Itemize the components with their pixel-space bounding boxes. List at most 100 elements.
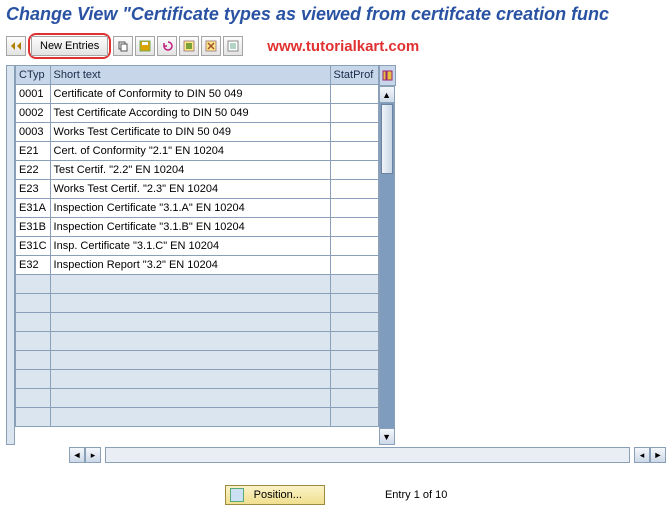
table-row-empty[interactable] (16, 294, 379, 313)
cell-stat[interactable] (330, 275, 378, 294)
cell-short[interactable]: Certificate of Conformity to DIN 50 049 (50, 85, 330, 104)
cell-ctyp[interactable]: E31B (16, 218, 51, 237)
cell-stat[interactable] (330, 85, 378, 104)
cell-ctyp[interactable]: E23 (16, 180, 51, 199)
vertical-scrollbar[interactable]: ▲ ▼ (379, 86, 395, 445)
hscroll-first-icon[interactable]: ◄ (69, 447, 85, 463)
toolbar: New Entries www.tutorialkart.com (0, 31, 672, 65)
cell-short[interactable]: Cert. of Conformity "2.1" EN 10204 (50, 142, 330, 161)
col-header-stat[interactable]: StatProf (330, 66, 378, 85)
cell-stat[interactable] (330, 104, 378, 123)
save-icon[interactable] (135, 36, 155, 56)
cell-stat[interactable] (330, 351, 378, 370)
cell-ctyp[interactable] (16, 332, 51, 351)
table-row-empty[interactable] (16, 408, 379, 427)
cell-ctyp[interactable]: E22 (16, 161, 51, 180)
cell-stat[interactable] (330, 199, 378, 218)
cell-stat[interactable] (330, 332, 378, 351)
cell-stat[interactable] (330, 123, 378, 142)
cell-short[interactable]: Test Certif. "2.2" EN 10204 (50, 161, 330, 180)
cell-ctyp[interactable]: E21 (16, 142, 51, 161)
cell-stat[interactable] (330, 294, 378, 313)
cell-short[interactable]: Test Certificate According to DIN 50 049 (50, 104, 330, 123)
watermark-text: www.tutorialkart.com (267, 38, 419, 55)
table-row[interactable]: E32Inspection Report "3.2" EN 10204 (16, 256, 379, 275)
scroll-down-icon[interactable]: ▼ (380, 428, 394, 444)
cell-short[interactable] (50, 370, 330, 389)
table-row-empty[interactable] (16, 351, 379, 370)
cell-ctyp[interactable] (16, 351, 51, 370)
table-row[interactable]: E21Cert. of Conformity "2.1" EN 10204 (16, 142, 379, 161)
hscroll-last-icon[interactable]: ► (650, 447, 666, 463)
table-row-empty[interactable] (16, 370, 379, 389)
cell-short[interactable]: Inspection Certificate "3.1.B" EN 10204 (50, 218, 330, 237)
cell-stat[interactable] (330, 370, 378, 389)
cell-ctyp[interactable]: 0002 (16, 104, 51, 123)
cell-short[interactable] (50, 389, 330, 408)
cell-ctyp[interactable]: 0003 (16, 123, 51, 142)
cell-short[interactable] (50, 275, 330, 294)
cell-short[interactable] (50, 351, 330, 370)
cell-stat[interactable] (330, 389, 378, 408)
table-row[interactable]: E22Test Certif. "2.2" EN 10204 (16, 161, 379, 180)
col-header-short[interactable]: Short text (50, 66, 330, 85)
new-entries-button[interactable]: New Entries (31, 36, 108, 56)
table-row-empty[interactable] (16, 332, 379, 351)
select-all-icon[interactable] (179, 36, 199, 56)
undo-icon[interactable] (157, 36, 177, 56)
table-row[interactable]: E23Works Test Certif. "2.3" EN 10204 (16, 180, 379, 199)
table-row-empty[interactable] (16, 275, 379, 294)
cell-stat[interactable] (330, 313, 378, 332)
cell-ctyp[interactable] (16, 408, 51, 427)
col-header-ctyp[interactable]: CTyp (16, 66, 51, 85)
cell-stat[interactable] (330, 408, 378, 427)
cell-ctyp[interactable]: E32 (16, 256, 51, 275)
cell-short[interactable] (50, 294, 330, 313)
new-entries-highlight: New Entries (28, 33, 111, 59)
cell-short[interactable]: Inspection Report "3.2" EN 10204 (50, 256, 330, 275)
table-row[interactable]: 0002Test Certificate According to DIN 50… (16, 104, 379, 123)
hscroll-left-icon[interactable]: ▸ (85, 447, 101, 463)
hscroll-right-icon[interactable]: ◂ (634, 447, 650, 463)
table-row[interactable]: 0001Certificate of Conformity to DIN 50 … (16, 85, 379, 104)
scroll-up-icon[interactable]: ▲ (380, 87, 394, 103)
cell-stat[interactable] (330, 161, 378, 180)
cell-short[interactable]: Works Test Certif. "2.3" EN 10204 (50, 180, 330, 199)
cell-ctyp[interactable]: E31C (16, 237, 51, 256)
list-icon[interactable] (223, 36, 243, 56)
position-button[interactable]: Position... (225, 485, 325, 505)
cell-stat[interactable] (330, 256, 378, 275)
cell-ctyp[interactable] (16, 370, 51, 389)
cell-ctyp[interactable]: 0001 (16, 85, 51, 104)
cell-stat[interactable] (330, 218, 378, 237)
cell-ctyp[interactable]: E31A (16, 199, 51, 218)
table-row[interactable]: 0003Works Test Certificate to DIN 50 049 (16, 123, 379, 142)
cell-short[interactable]: Insp. Certificate "3.1.C" EN 10204 (50, 237, 330, 256)
cell-short[interactable] (50, 313, 330, 332)
position-label: Position... (254, 489, 302, 501)
cell-stat[interactable] (330, 180, 378, 199)
table-row[interactable]: E31CInsp. Certificate "3.1.C" EN 10204 (16, 237, 379, 256)
deselect-icon[interactable] (201, 36, 221, 56)
cell-short[interactable] (50, 332, 330, 351)
cell-ctyp[interactable] (16, 294, 51, 313)
table-row[interactable]: E31BInspection Certificate "3.1.B" EN 10… (16, 218, 379, 237)
cell-ctyp[interactable] (16, 313, 51, 332)
copy-icon[interactable] (113, 36, 133, 56)
toggle-icon[interactable] (6, 36, 26, 56)
cell-stat[interactable] (330, 237, 378, 256)
cell-short[interactable]: Inspection Certificate "3.1.A" EN 10204 (50, 199, 330, 218)
table-row-empty[interactable] (16, 389, 379, 408)
hscroll-track[interactable] (105, 447, 630, 463)
scroll-thumb[interactable] (381, 104, 393, 174)
row-selector-strip[interactable] (6, 65, 15, 445)
cell-ctyp[interactable] (16, 275, 51, 294)
table-row-empty[interactable] (16, 313, 379, 332)
cell-short[interactable] (50, 408, 330, 427)
config-columns-icon[interactable] (379, 65, 396, 86)
cell-ctyp[interactable] (16, 389, 51, 408)
cell-stat[interactable] (330, 142, 378, 161)
table-row[interactable]: E31AInspection Certificate "3.1.A" EN 10… (16, 199, 379, 218)
scroll-track[interactable] (380, 103, 394, 428)
cell-short[interactable]: Works Test Certificate to DIN 50 049 (50, 123, 330, 142)
